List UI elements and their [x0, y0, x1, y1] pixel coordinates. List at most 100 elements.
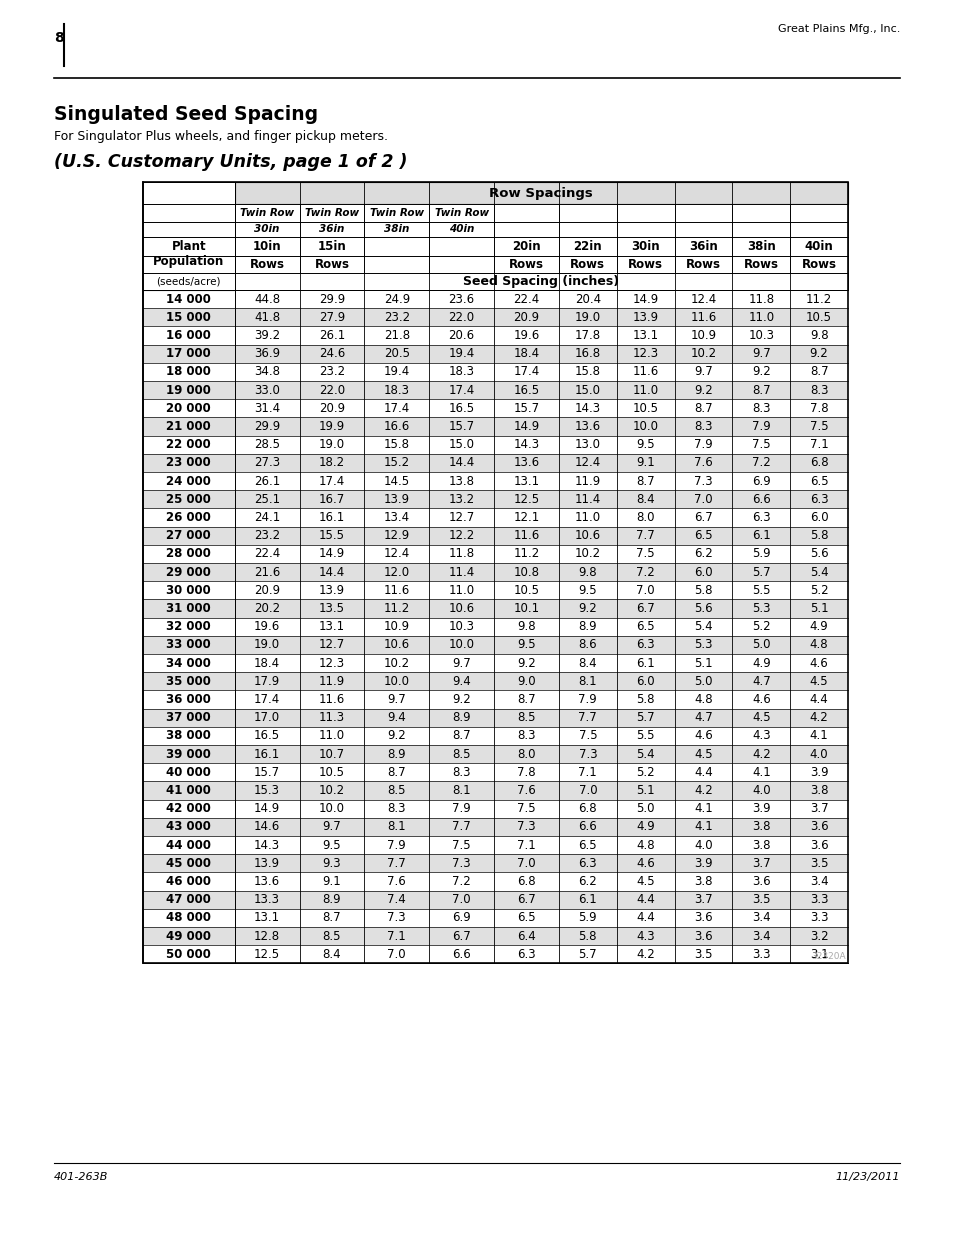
Text: 6.1: 6.1: [636, 657, 655, 669]
Text: 4.0: 4.0: [694, 839, 712, 852]
Text: 7.0: 7.0: [578, 784, 597, 797]
Text: Singulated Seed Spacing: Singulated Seed Spacing: [54, 105, 317, 124]
Text: 4.4: 4.4: [809, 693, 827, 706]
Text: 6.9: 6.9: [751, 474, 770, 488]
Text: 17.4: 17.4: [513, 366, 539, 378]
Text: 7.4: 7.4: [387, 893, 406, 906]
Text: 10.0: 10.0: [448, 638, 475, 651]
Text: Population: Population: [153, 257, 224, 270]
Text: 14.6: 14.6: [253, 820, 280, 834]
Text: 8.4: 8.4: [322, 947, 341, 961]
Text: 7.9: 7.9: [694, 438, 712, 451]
Text: 12.4: 12.4: [690, 293, 716, 305]
Text: 16.5: 16.5: [448, 401, 475, 415]
Text: 8.3: 8.3: [809, 384, 827, 396]
Text: 13.8: 13.8: [448, 474, 475, 488]
Bar: [143, 182, 847, 963]
Text: 8.5: 8.5: [322, 930, 341, 942]
Text: 6.9: 6.9: [452, 911, 471, 925]
Bar: [494, 222, 558, 237]
Text: 9.2: 9.2: [387, 730, 406, 742]
Text: 5.0: 5.0: [694, 674, 712, 688]
Text: 5.4: 5.4: [809, 566, 827, 579]
Bar: [494, 204, 558, 222]
Text: 8.3: 8.3: [694, 420, 712, 433]
Text: 7.3: 7.3: [387, 911, 406, 925]
Text: 3.7: 3.7: [751, 857, 770, 869]
Text: 24.9: 24.9: [383, 293, 410, 305]
Bar: [364, 222, 429, 237]
Text: 28 000: 28 000: [166, 547, 211, 561]
Text: 14.3: 14.3: [575, 401, 600, 415]
Text: 36.9: 36.9: [253, 347, 280, 361]
Text: Rows: Rows: [685, 258, 720, 270]
Bar: [143, 417, 847, 436]
Text: Seed Spacing (inches): Seed Spacing (inches): [463, 275, 618, 288]
Bar: [616, 256, 674, 273]
Text: 10in: 10in: [253, 240, 281, 253]
Text: 4.6: 4.6: [694, 730, 712, 742]
Text: 7.8: 7.8: [517, 766, 536, 779]
Text: 3.7: 3.7: [809, 803, 827, 815]
Text: Twin Row: Twin Row: [240, 207, 294, 219]
Text: 20in: 20in: [512, 240, 540, 253]
Text: 11.6: 11.6: [690, 311, 716, 324]
Bar: [143, 672, 847, 690]
Text: 7.9: 7.9: [751, 420, 770, 433]
Text: 16.7: 16.7: [318, 493, 345, 506]
Text: Great Plains Mfg., Inc.: Great Plains Mfg., Inc.: [777, 23, 899, 35]
Text: 12.2: 12.2: [448, 530, 475, 542]
Bar: [143, 526, 847, 545]
Text: 3.4: 3.4: [809, 876, 827, 888]
Text: 7.7: 7.7: [578, 711, 597, 724]
Text: 9.5: 9.5: [578, 584, 597, 597]
Text: 6.0: 6.0: [809, 511, 827, 524]
Text: 13.1: 13.1: [253, 911, 280, 925]
Text: 22.4: 22.4: [513, 293, 539, 305]
Text: 36in: 36in: [319, 225, 344, 235]
Text: 15in: 15in: [317, 240, 346, 253]
Text: 7.1: 7.1: [809, 438, 827, 451]
Text: 7.5: 7.5: [517, 803, 536, 815]
Text: 38in: 38in: [746, 240, 775, 253]
Bar: [143, 490, 847, 509]
Bar: [143, 273, 234, 290]
Bar: [616, 204, 674, 222]
Text: 40 000: 40 000: [166, 766, 211, 779]
Text: 5.7: 5.7: [578, 947, 597, 961]
Text: 7.6: 7.6: [694, 457, 712, 469]
Text: 11.6: 11.6: [513, 530, 539, 542]
Text: 5.9: 5.9: [751, 547, 770, 561]
Text: 401-263B: 401-263B: [54, 1172, 109, 1182]
Text: 4.8: 4.8: [636, 839, 655, 852]
Text: 5.8: 5.8: [809, 530, 827, 542]
Bar: [299, 204, 364, 222]
Bar: [143, 382, 847, 399]
Text: 10.6: 10.6: [575, 530, 600, 542]
Text: 6.8: 6.8: [517, 876, 536, 888]
Text: 38in: 38in: [384, 225, 409, 235]
Text: 10.2: 10.2: [383, 657, 410, 669]
Text: 17.4: 17.4: [383, 401, 410, 415]
Text: 13.9: 13.9: [318, 584, 345, 597]
Text: 10.9: 10.9: [383, 620, 410, 634]
Text: 7.1: 7.1: [387, 930, 406, 942]
Text: Rows: Rows: [570, 258, 605, 270]
Text: 19.4: 19.4: [448, 347, 475, 361]
Text: 13.2: 13.2: [448, 493, 475, 506]
Text: 9.2: 9.2: [751, 366, 770, 378]
Text: 3.9: 3.9: [751, 803, 770, 815]
Text: 17.4: 17.4: [318, 474, 345, 488]
Text: 13.9: 13.9: [253, 857, 280, 869]
Text: 11.2: 11.2: [805, 293, 831, 305]
Text: 19.4: 19.4: [383, 366, 410, 378]
Text: Rows: Rows: [509, 258, 543, 270]
Text: 17.4: 17.4: [253, 693, 280, 706]
Text: 8.1: 8.1: [452, 784, 471, 797]
Text: 17.9: 17.9: [253, 674, 280, 688]
Text: 26.1: 26.1: [318, 329, 345, 342]
Text: 7.7: 7.7: [452, 820, 471, 834]
Text: 12.8: 12.8: [253, 930, 280, 942]
Text: 18.3: 18.3: [383, 384, 410, 396]
Text: 8.7: 8.7: [517, 693, 536, 706]
